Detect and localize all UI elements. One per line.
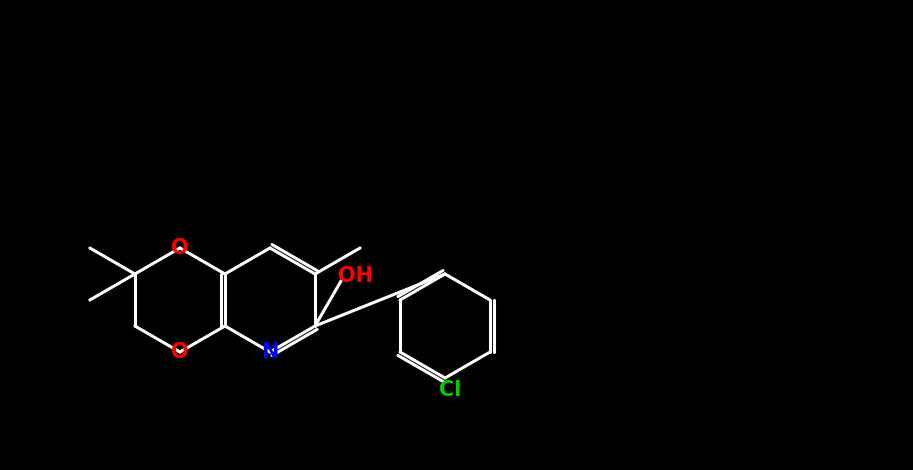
Text: O: O [171,342,189,362]
Text: OH: OH [338,266,373,286]
Text: N: N [261,342,278,362]
Text: O: O [171,238,189,258]
Text: Cl: Cl [439,380,461,400]
